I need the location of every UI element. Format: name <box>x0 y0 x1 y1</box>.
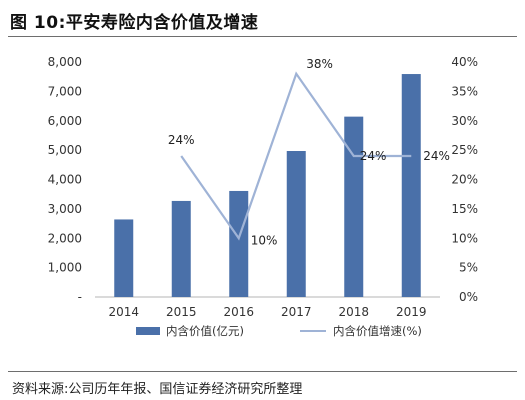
bar <box>344 116 364 297</box>
y-right-tick-label: 20% <box>451 173 478 187</box>
growth-data-label: 24% <box>360 149 387 163</box>
legend-line-label: 内含价值增速(%) <box>333 324 422 338</box>
y-right-tick-label: 10% <box>451 231 478 245</box>
combo-chart: - 1,000 2,000 3,000 4,000 5,000 6,000 7,000 8,00… <box>48 55 478 338</box>
y-left-tick-label: 3,000 <box>48 202 82 216</box>
bar <box>171 200 191 297</box>
figure-title: 图 10:平安寿险内含价值及增速 <box>10 13 259 33</box>
y-right-tick-label: 35% <box>451 84 478 98</box>
x-tick-label: 2017 <box>281 305 312 319</box>
x-tick-label: 2019 <box>396 305 427 319</box>
bottom-rule <box>8 371 517 372</box>
top-rule <box>8 36 517 37</box>
y-right-tick-label: 0% <box>459 290 478 304</box>
growth-data-label: 38% <box>306 57 333 71</box>
growth-data-label: 24% <box>168 133 195 147</box>
y-left-tick-label: 4,000 <box>48 173 82 187</box>
growth-data-label: 24% <box>423 149 450 163</box>
y-left-tick-label: 7,000 <box>48 84 82 98</box>
legend-bar-label: 内含价值(亿元) <box>166 324 244 338</box>
y-right-tick-label: 30% <box>451 114 478 128</box>
y-left-tick-label: 1,000 <box>48 261 82 275</box>
y-left-tick-label: - <box>78 290 82 304</box>
bar <box>401 74 421 297</box>
x-tick-label: 2014 <box>108 305 139 319</box>
y-right-tick-label: 15% <box>451 202 478 216</box>
bar <box>229 190 249 297</box>
y-left-tick-label: 2,000 <box>48 231 82 245</box>
y-left-tick-label: 5,000 <box>48 143 82 157</box>
y-right-tick-label: 40% <box>451 55 478 69</box>
y-left-tick-label: 8,000 <box>48 55 82 69</box>
y-right-tick-label: 25% <box>451 143 478 157</box>
source-note: 资料来源:公司历年年报、国信证券经济研究所整理 <box>12 382 303 397</box>
growth-line <box>180 71 412 241</box>
bar <box>114 219 134 297</box>
growth-data-label: 10% <box>251 233 278 247</box>
x-tick-label: 2016 <box>223 305 254 319</box>
y-right-tick-label: 5% <box>459 261 478 275</box>
bar <box>286 151 306 297</box>
x-tick-label: 2018 <box>338 305 369 319</box>
y-left-tick-label: 6,000 <box>48 114 82 128</box>
legend-bar-swatch <box>136 327 160 335</box>
x-tick-label: 2015 <box>166 305 197 319</box>
